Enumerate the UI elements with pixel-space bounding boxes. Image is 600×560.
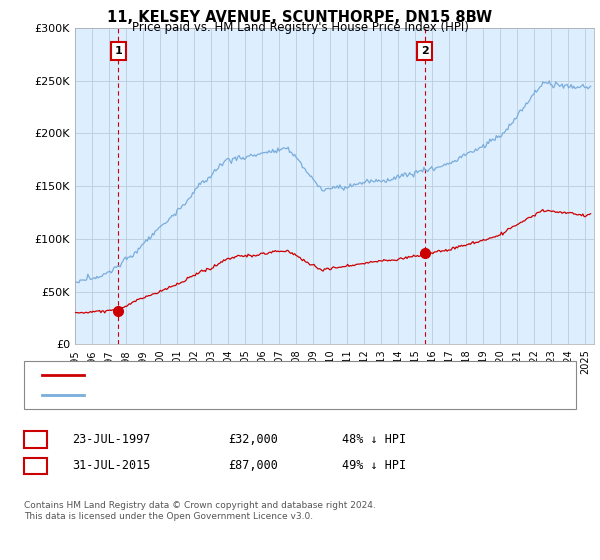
Text: 2: 2 [421, 46, 428, 56]
Text: 23-JUL-1997: 23-JUL-1997 [72, 433, 151, 446]
Text: 31-JUL-2015: 31-JUL-2015 [72, 459, 151, 473]
Text: 49% ↓ HPI: 49% ↓ HPI [342, 459, 406, 473]
Text: 1: 1 [115, 46, 122, 56]
Text: £87,000: £87,000 [228, 459, 278, 473]
Text: 2: 2 [31, 459, 40, 473]
Text: 11, KELSEY AVENUE, SCUNTHORPE, DN15 8BW: 11, KELSEY AVENUE, SCUNTHORPE, DN15 8BW [107, 10, 493, 25]
Text: 1: 1 [31, 433, 40, 446]
Text: £32,000: £32,000 [228, 433, 278, 446]
Text: Contains HM Land Registry data © Crown copyright and database right 2024.
This d: Contains HM Land Registry data © Crown c… [24, 501, 376, 521]
Text: HPI: Average price, detached house, North Lincolnshire: HPI: Average price, detached house, Nort… [93, 390, 395, 400]
Text: 11, KELSEY AVENUE, SCUNTHORPE, DN15 8BW (detached house): 11, KELSEY AVENUE, SCUNTHORPE, DN15 8BW … [93, 370, 449, 380]
Text: 48% ↓ HPI: 48% ↓ HPI [342, 433, 406, 446]
Text: Price paid vs. HM Land Registry's House Price Index (HPI): Price paid vs. HM Land Registry's House … [131, 21, 469, 34]
